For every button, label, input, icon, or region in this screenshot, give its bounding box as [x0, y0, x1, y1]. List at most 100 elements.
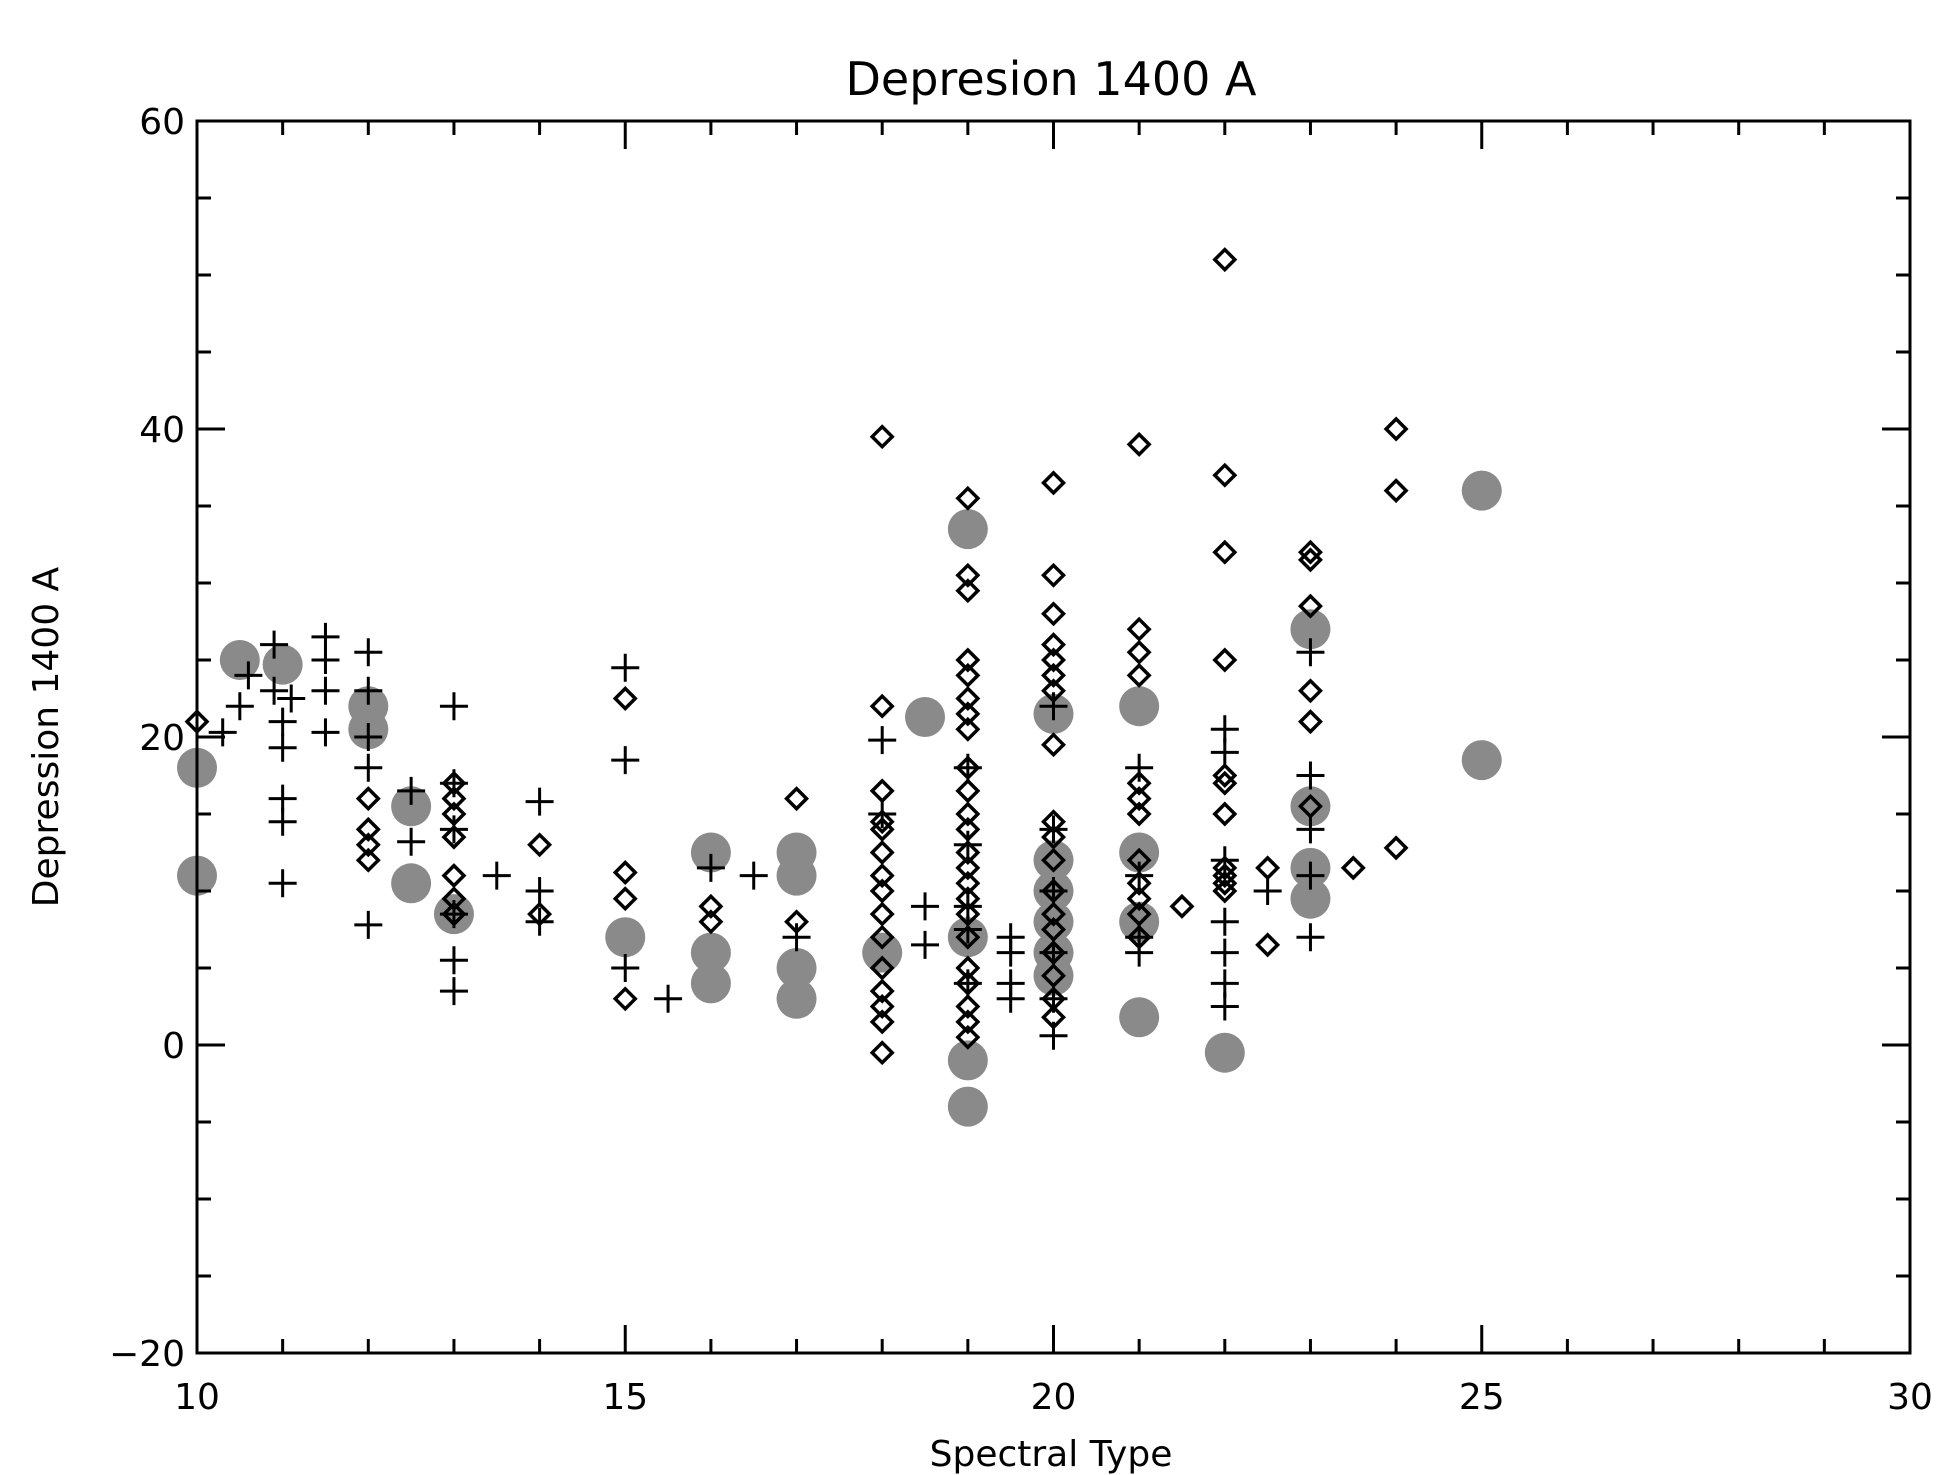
- data-point-circle: [1204, 1032, 1245, 1073]
- y-tick-label: 60: [139, 102, 185, 143]
- data-point-diamond: [955, 855, 981, 881]
- data-point-diamond: [869, 1009, 895, 1035]
- data-point-plus: [1039, 984, 1068, 1013]
- data-point-plus: [354, 638, 383, 667]
- x-tick-label: 10: [174, 1377, 220, 1418]
- data-point-plus: [525, 877, 554, 905]
- data-point-diamond: [1297, 678, 1323, 704]
- data-point-plus: [1039, 1021, 1068, 1050]
- data-point-diamond: [1041, 847, 1066, 873]
- data-point-plus: [911, 892, 940, 921]
- y-tick-label: 40: [139, 410, 185, 451]
- x-tick-label: 30: [1887, 1377, 1933, 1418]
- data-point-diamond: [1212, 763, 1238, 788]
- data-point-plus: [1296, 815, 1325, 844]
- data-point-diamond: [441, 824, 467, 850]
- data-point-plus: [354, 910, 383, 939]
- data-point-plus: [277, 684, 306, 713]
- data-point-diamond: [1126, 870, 1152, 896]
- data-point-diamond: [955, 924, 981, 950]
- data-point-diamond: [1126, 639, 1152, 665]
- data-point-diamond: [1126, 886, 1152, 912]
- data-point-diamond: [1041, 732, 1066, 758]
- data-point-diamond: [1383, 835, 1409, 861]
- data-point-diamond: [1041, 470, 1066, 496]
- data-point-diamond: [955, 701, 981, 727]
- data-point-plus: [439, 692, 468, 721]
- data-point-diamond: [1212, 878, 1238, 904]
- data-point-diamond: [1212, 539, 1238, 565]
- data-point-plus: [260, 676, 289, 705]
- data-point-diamond: [1212, 647, 1238, 673]
- data-point-plus: [953, 830, 982, 859]
- data-point-plus: [268, 869, 297, 898]
- data-point-plus: [1210, 846, 1239, 875]
- data-point-diamond: [869, 901, 895, 927]
- data-point-plus: [1296, 638, 1325, 667]
- data-point-diamond: [869, 955, 895, 981]
- data-point-diamond: [1041, 662, 1066, 688]
- x-axis-label: Spectral Type: [930, 1434, 1173, 1475]
- data-point-plus: [208, 718, 237, 747]
- data-point-plus: [1125, 938, 1154, 967]
- data-point-circle: [1461, 470, 1502, 511]
- data-point-diamond: [869, 816, 895, 842]
- data-point-diamond: [955, 840, 981, 865]
- data-point-diamond: [955, 578, 981, 604]
- data-point-circle: [776, 948, 817, 988]
- data-point-plus: [354, 676, 383, 705]
- data-point-plus: [311, 646, 340, 674]
- data-point-circle: [1119, 686, 1160, 727]
- data-point-diamond: [955, 485, 981, 511]
- data-point-plus: [1296, 861, 1325, 890]
- data-point-plus: [1210, 738, 1239, 767]
- data-point-plus: [1039, 938, 1068, 967]
- data-point-circle: [862, 932, 903, 973]
- data-point-diamond: [1297, 539, 1323, 565]
- data-point-diamond: [1383, 478, 1409, 504]
- data-point-circle: [690, 932, 731, 973]
- chart-title: Depresion 1400 A: [846, 52, 1257, 106]
- data-point-circle: [1290, 786, 1331, 827]
- y-tick-label: −20: [109, 1334, 185, 1375]
- data-point-plus: [611, 954, 640, 982]
- data-point-diamond: [1126, 786, 1152, 812]
- data-point-diamond: [1340, 855, 1366, 881]
- data-point-circle: [690, 963, 731, 1004]
- data-point-diamond: [1041, 601, 1066, 627]
- data-point-plus: [439, 946, 468, 975]
- data-point-plus: [953, 915, 982, 944]
- plot-area: [177, 247, 1502, 1127]
- data-point-circle: [947, 1086, 988, 1127]
- data-point-diamond: [612, 860, 638, 885]
- data-point-diamond: [955, 778, 981, 804]
- data-point-diamond: [1255, 932, 1281, 958]
- data-point-diamond: [869, 994, 895, 1019]
- data-point-diamond: [1212, 870, 1238, 896]
- data-point-plus: [354, 753, 383, 782]
- x-tick-label: 25: [1459, 1377, 1505, 1418]
- data-point-plus: [1253, 877, 1282, 905]
- data-point-plus: [354, 723, 383, 751]
- y-tick-label: 20: [139, 718, 185, 759]
- data-point-diamond: [869, 693, 895, 719]
- data-point-diamond: [1383, 416, 1409, 442]
- data-point-diamond: [1126, 431, 1152, 457]
- data-point-plus: [1210, 992, 1239, 1021]
- data-point-diamond: [869, 778, 895, 804]
- data-point-diamond: [869, 424, 895, 450]
- data-point-diamond: [955, 662, 981, 688]
- data-point-diamond: [955, 801, 981, 827]
- data-point-plus: [953, 753, 982, 782]
- data-point-plus: [1039, 815, 1068, 844]
- data-point-plus: [482, 861, 511, 890]
- data-point-plus: [225, 692, 254, 721]
- data-point-plus: [311, 718, 340, 747]
- data-point-diamond: [955, 562, 981, 588]
- data-point-circle: [1119, 997, 1160, 1038]
- data-point-plus: [654, 984, 683, 1013]
- data-point-plus: [234, 661, 263, 690]
- data-point-plus: [439, 977, 468, 1006]
- data-point-circle: [1033, 840, 1074, 881]
- data-point-plus: [525, 907, 554, 936]
